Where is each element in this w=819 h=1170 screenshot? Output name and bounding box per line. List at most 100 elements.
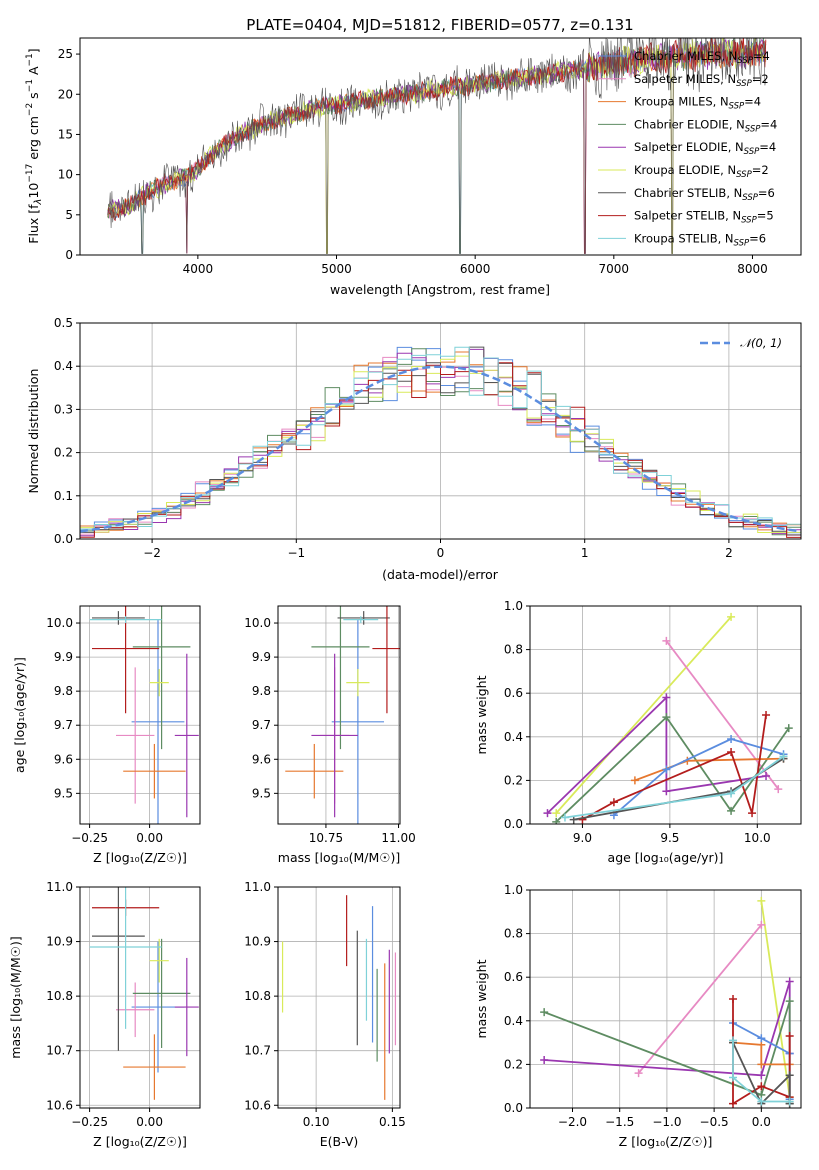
y-tick-label: 15 <box>58 127 73 141</box>
y-tick-label: 10.9 <box>244 935 271 949</box>
legend-label-normal: 𝒩(0, 1) <box>740 336 782 350</box>
plus-marker <box>757 896 766 905</box>
weight-series-line <box>613 738 784 816</box>
z-weight-panel: −2.0 −1.5 −1.0 −0.5 0.0 0.0 0.2 0.4 0.6 0.8 1.0 Z [… <box>474 883 802 1149</box>
x-axis-label: Z [log₁₀(Z/Z☉)] <box>93 1134 187 1149</box>
legend-label: Salpeter ELODIE, NSSP=4 <box>634 140 776 157</box>
plus-marker <box>630 776 639 785</box>
plus-marker <box>757 1060 766 1069</box>
x-tick-label: 2 <box>725 546 733 560</box>
spectrum-ticks: 4000 5000 6000 7000 8000 0 5 10 15 20 25 <box>58 47 768 276</box>
x-tick-label: 4000 <box>183 262 214 276</box>
plot-body <box>543 612 793 824</box>
data-point <box>346 669 370 697</box>
spectrum-xlabel: wavelength [Angstrom, rest frame] <box>330 282 550 297</box>
weight-series-line <box>760 900 791 1098</box>
y-tick-label: 0.8 <box>504 927 523 941</box>
x-axis-label: Z [log₁₀(Z/Z☉)] <box>619 1134 713 1149</box>
y-tick-label: 0.2 <box>54 446 73 460</box>
x-tick-label: 9.0 <box>573 831 592 845</box>
plus-marker <box>727 748 736 757</box>
y-tick-label: 10 <box>58 168 73 182</box>
legend-label: Kroupa STELIB, NSSP=6 <box>634 231 766 248</box>
data-point <box>123 743 186 799</box>
y-tick-label: 0.0 <box>54 532 73 546</box>
y-tick-label: 10.8 <box>244 989 271 1003</box>
x-axis-label: mass [log₁₀(M/M☉)] <box>278 850 400 865</box>
plus-marker <box>662 765 671 774</box>
y-tick-label: 9.6 <box>54 752 73 766</box>
x-tick-label: 9.5 <box>660 831 679 845</box>
y-tick-label: 10.8 <box>46 989 73 1003</box>
y-tick-label: 9.9 <box>54 650 73 664</box>
histogram-step-series <box>80 346 801 530</box>
y-tick-label: 9.6 <box>252 752 271 766</box>
weight-series-line <box>546 695 767 814</box>
data-point <box>149 938 169 983</box>
x-axis-label: E(B-V) <box>320 1134 359 1149</box>
data-point <box>116 982 155 1038</box>
weight-series-line <box>732 1041 790 1066</box>
data-point <box>174 653 199 818</box>
spectrum-ylabel: Flux [fλ10−17 erg cm−2 s−1 A−1] <box>25 48 44 243</box>
data-point <box>132 938 191 1048</box>
y-tick-label: 0.4 <box>504 730 523 744</box>
data-point <box>131 619 185 824</box>
plus-marker <box>785 1097 794 1106</box>
y-tick-label: 0.1 <box>54 489 73 503</box>
x-tick-label: −0.25 <box>71 1115 108 1129</box>
y-tick-label: 0.6 <box>504 970 523 984</box>
legend-label: Chabrier MILES, NSSP=4 <box>634 49 770 66</box>
x-tick-label: −1.0 <box>652 1115 681 1129</box>
histogram-ylabel: Normed distribution <box>26 369 41 494</box>
legend-label: Salpeter STELIB, NSSP=5 <box>634 209 774 226</box>
plus-marker <box>727 789 736 798</box>
data-point <box>89 887 162 1029</box>
plus-marker <box>662 787 671 796</box>
y-tick-label: 0.6 <box>504 686 523 700</box>
plot-body <box>540 896 794 1108</box>
plus-marker <box>609 798 618 807</box>
y-tick-label: 10.0 <box>46 616 73 630</box>
plot-body <box>285 606 400 824</box>
axes-frame <box>529 605 802 825</box>
y-tick-label: 0.2 <box>504 1057 523 1071</box>
y-tick-label: 0 <box>65 248 73 262</box>
z-mass-panel: −0.25 0.00 10.6 10.7 10.8 10.9 11.0 Z [log₁₀(Z/… <box>8 880 201 1149</box>
plus-marker <box>727 612 736 621</box>
x-tick-label: −2.0 <box>558 1115 587 1129</box>
y-tick-label: 0.4 <box>504 1014 523 1028</box>
legend-label: Kroupa MILES, NSSP=4 <box>634 95 761 112</box>
weight-series-line <box>732 1040 790 1103</box>
plus-marker <box>634 1069 643 1078</box>
y-tick-label: 9.7 <box>252 718 271 732</box>
plus-marker <box>540 1008 549 1017</box>
plus-marker <box>748 809 757 818</box>
plus-marker <box>727 734 736 743</box>
data-point <box>123 1034 186 1100</box>
y-tick-label: 0.0 <box>504 1101 523 1115</box>
y-tick-label: 10.7 <box>244 1044 271 1058</box>
weight-series-line <box>555 715 790 823</box>
x-tick-label: 10.75 <box>309 831 343 845</box>
x-tick-label: 0.00 <box>136 1115 163 1129</box>
residual-histogram-panel: −2 −1 0 1 2 0.0 0.1 0.2 0.3 0.4 0.5 (data-model)/e… <box>26 316 802 582</box>
plus-marker <box>762 711 771 719</box>
y-tick-label: 10.6 <box>46 1098 73 1112</box>
x-tick-label: 0 <box>437 546 445 560</box>
legend-label: Chabrier ELODIE, NSSP=4 <box>634 117 777 134</box>
x-tick-label: 0.0 <box>752 1115 771 1129</box>
z-age-panel: −0.25 0.00 9.5 9.6 9.7 9.8 9.9 10.0 Z [log₁₀(Z/Z… <box>12 605 201 865</box>
plus-marker <box>785 997 794 1006</box>
data-point <box>311 606 370 750</box>
plus-marker <box>784 724 793 733</box>
plus-marker <box>757 1071 766 1080</box>
plus-marker <box>757 1082 766 1091</box>
plus-marker <box>785 1032 794 1041</box>
plus-marker <box>578 815 587 824</box>
axes-frame <box>277 605 401 825</box>
normal-reference-curve <box>80 365 801 533</box>
plus-marker <box>757 1097 766 1106</box>
y-tick-label: 20 <box>58 87 73 101</box>
x-tick-label: 10.0 <box>744 831 771 845</box>
